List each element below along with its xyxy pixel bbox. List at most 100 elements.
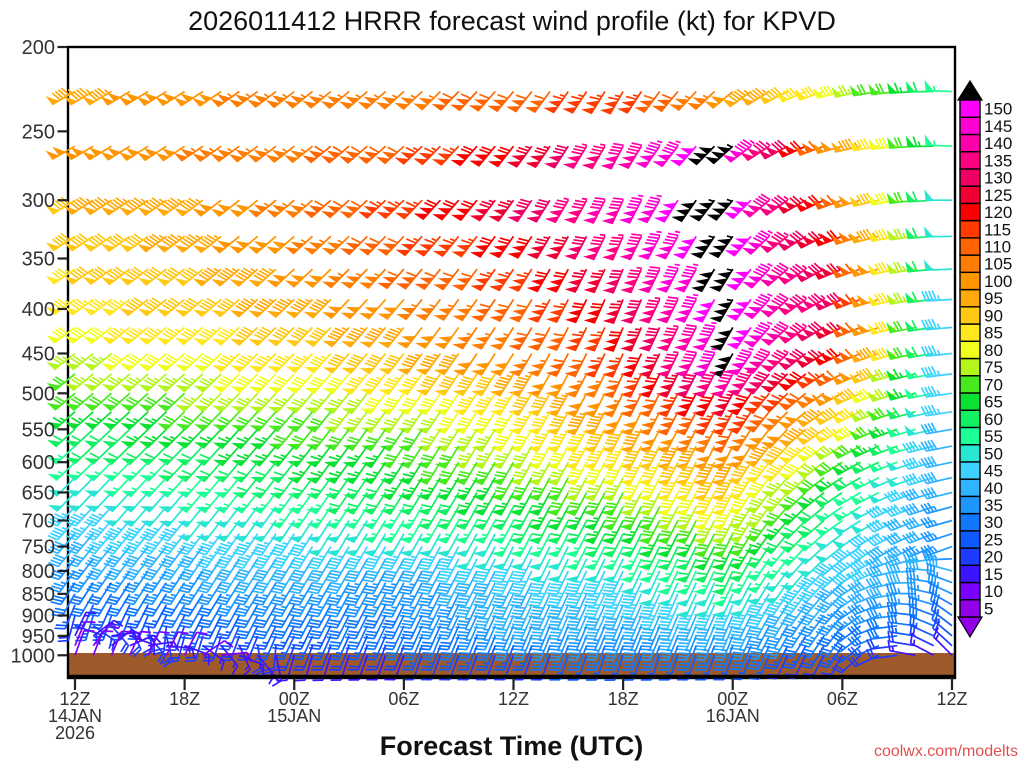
wind-barb	[743, 428, 770, 451]
wind-barb	[487, 145, 515, 168]
wind-barb	[147, 630, 170, 656]
wind-barb	[284, 199, 314, 218]
wind-barb	[581, 143, 606, 170]
colorbar-box	[959, 168, 981, 187]
wind-barb	[885, 460, 916, 472]
wind-barb	[72, 604, 95, 630]
wind-barb	[637, 428, 661, 453]
wind-barb	[309, 635, 332, 661]
wind-barb	[508, 411, 533, 435]
wind-barb	[638, 582, 661, 607]
wind-barb	[211, 352, 240, 373]
wind-barb	[692, 477, 716, 502]
wind-barb	[727, 533, 752, 557]
wind-barb	[656, 351, 679, 378]
wind-barb	[285, 326, 314, 347]
colorbar-label: 140	[984, 134, 1012, 153]
wind-barb	[635, 140, 663, 169]
wind-barb	[620, 593, 643, 619]
wind-barb	[675, 635, 697, 661]
wind-barb	[867, 228, 898, 243]
wind-barb	[100, 233, 131, 252]
watermark-link[interactable]: coolwx.com/modelts	[873, 743, 1018, 760]
wind-barb	[812, 407, 843, 426]
wind-barb	[658, 655, 679, 681]
colorbar-box	[959, 254, 981, 274]
wind-barb	[250, 461, 277, 484]
wind-barb	[491, 533, 515, 558]
colorbar-label: 10	[984, 582, 1003, 601]
wind-barb	[760, 392, 789, 413]
wind-barb	[305, 445, 332, 468]
wind-barb	[489, 298, 515, 322]
wind-barb	[831, 491, 862, 507]
wind-barb	[692, 546, 716, 571]
wind-barb	[120, 428, 149, 449]
wind-barb	[655, 533, 679, 558]
wind-barb	[322, 326, 350, 348]
wind-barb	[883, 503, 916, 518]
wind-barb	[544, 197, 570, 224]
wind-barb	[141, 570, 168, 594]
wind-barb	[849, 323, 880, 337]
wind-barb	[691, 392, 716, 417]
wind-barb	[155, 197, 186, 217]
wind-barb	[83, 392, 113, 412]
wind-barb	[453, 477, 478, 501]
colorbar-label: 150	[984, 100, 1012, 119]
wind-barb	[329, 645, 350, 671]
wind-barb	[746, 625, 771, 650]
colorbar-box	[959, 392, 981, 411]
wind-barb	[865, 608, 898, 620]
wind-barb	[546, 582, 570, 607]
wind-barb	[343, 506, 369, 530]
wind-barb	[178, 582, 204, 606]
wind-barb	[431, 145, 460, 166]
wind-barb	[251, 558, 277, 582]
wind-barb	[303, 235, 332, 255]
wind-barb	[327, 625, 350, 651]
wind-barb	[509, 546, 533, 571]
wind-barb	[904, 558, 934, 572]
wind-barb	[865, 587, 898, 600]
wind-barb	[546, 533, 570, 558]
wind-barb	[346, 635, 369, 661]
wind-barb	[194, 477, 222, 499]
wind-barb	[344, 582, 369, 607]
wind-barb	[110, 630, 133, 656]
y-axis-tick-label: 850	[22, 584, 55, 606]
wind-barb	[760, 411, 789, 431]
wind-barb	[708, 235, 734, 259]
wind-barb	[339, 235, 368, 256]
wind-barb	[712, 635, 734, 661]
wind-barb	[866, 618, 898, 630]
wind-barb	[831, 84, 861, 98]
wind-barb	[760, 372, 789, 393]
wind-barb	[158, 533, 186, 556]
wind-barb	[511, 645, 533, 671]
wind-barb	[849, 138, 880, 152]
x-axis-tick-label: 06Z	[827, 689, 858, 709]
wind-barb	[325, 582, 350, 607]
wind-barb	[47, 506, 76, 527]
wind-barb	[601, 411, 624, 436]
wind-barb	[547, 604, 570, 630]
x-axis-tick-label: 00Z	[279, 689, 310, 709]
wind-barb	[48, 558, 76, 581]
wind-barb	[339, 90, 368, 110]
wind-barb	[110, 615, 131, 641]
wind-barb	[676, 645, 697, 671]
wind-barb	[470, 235, 496, 258]
wind-barb	[602, 234, 624, 261]
wind-barb	[304, 392, 332, 414]
wind-barb	[691, 298, 716, 323]
wind-barb	[417, 533, 442, 557]
wind-barb	[456, 635, 478, 661]
wind-barb	[564, 506, 588, 531]
wind-barb	[777, 322, 808, 344]
wind-barb	[619, 445, 643, 470]
wind-barb	[305, 477, 332, 500]
colorbar-box	[959, 150, 981, 170]
wind-barb	[416, 461, 442, 485]
